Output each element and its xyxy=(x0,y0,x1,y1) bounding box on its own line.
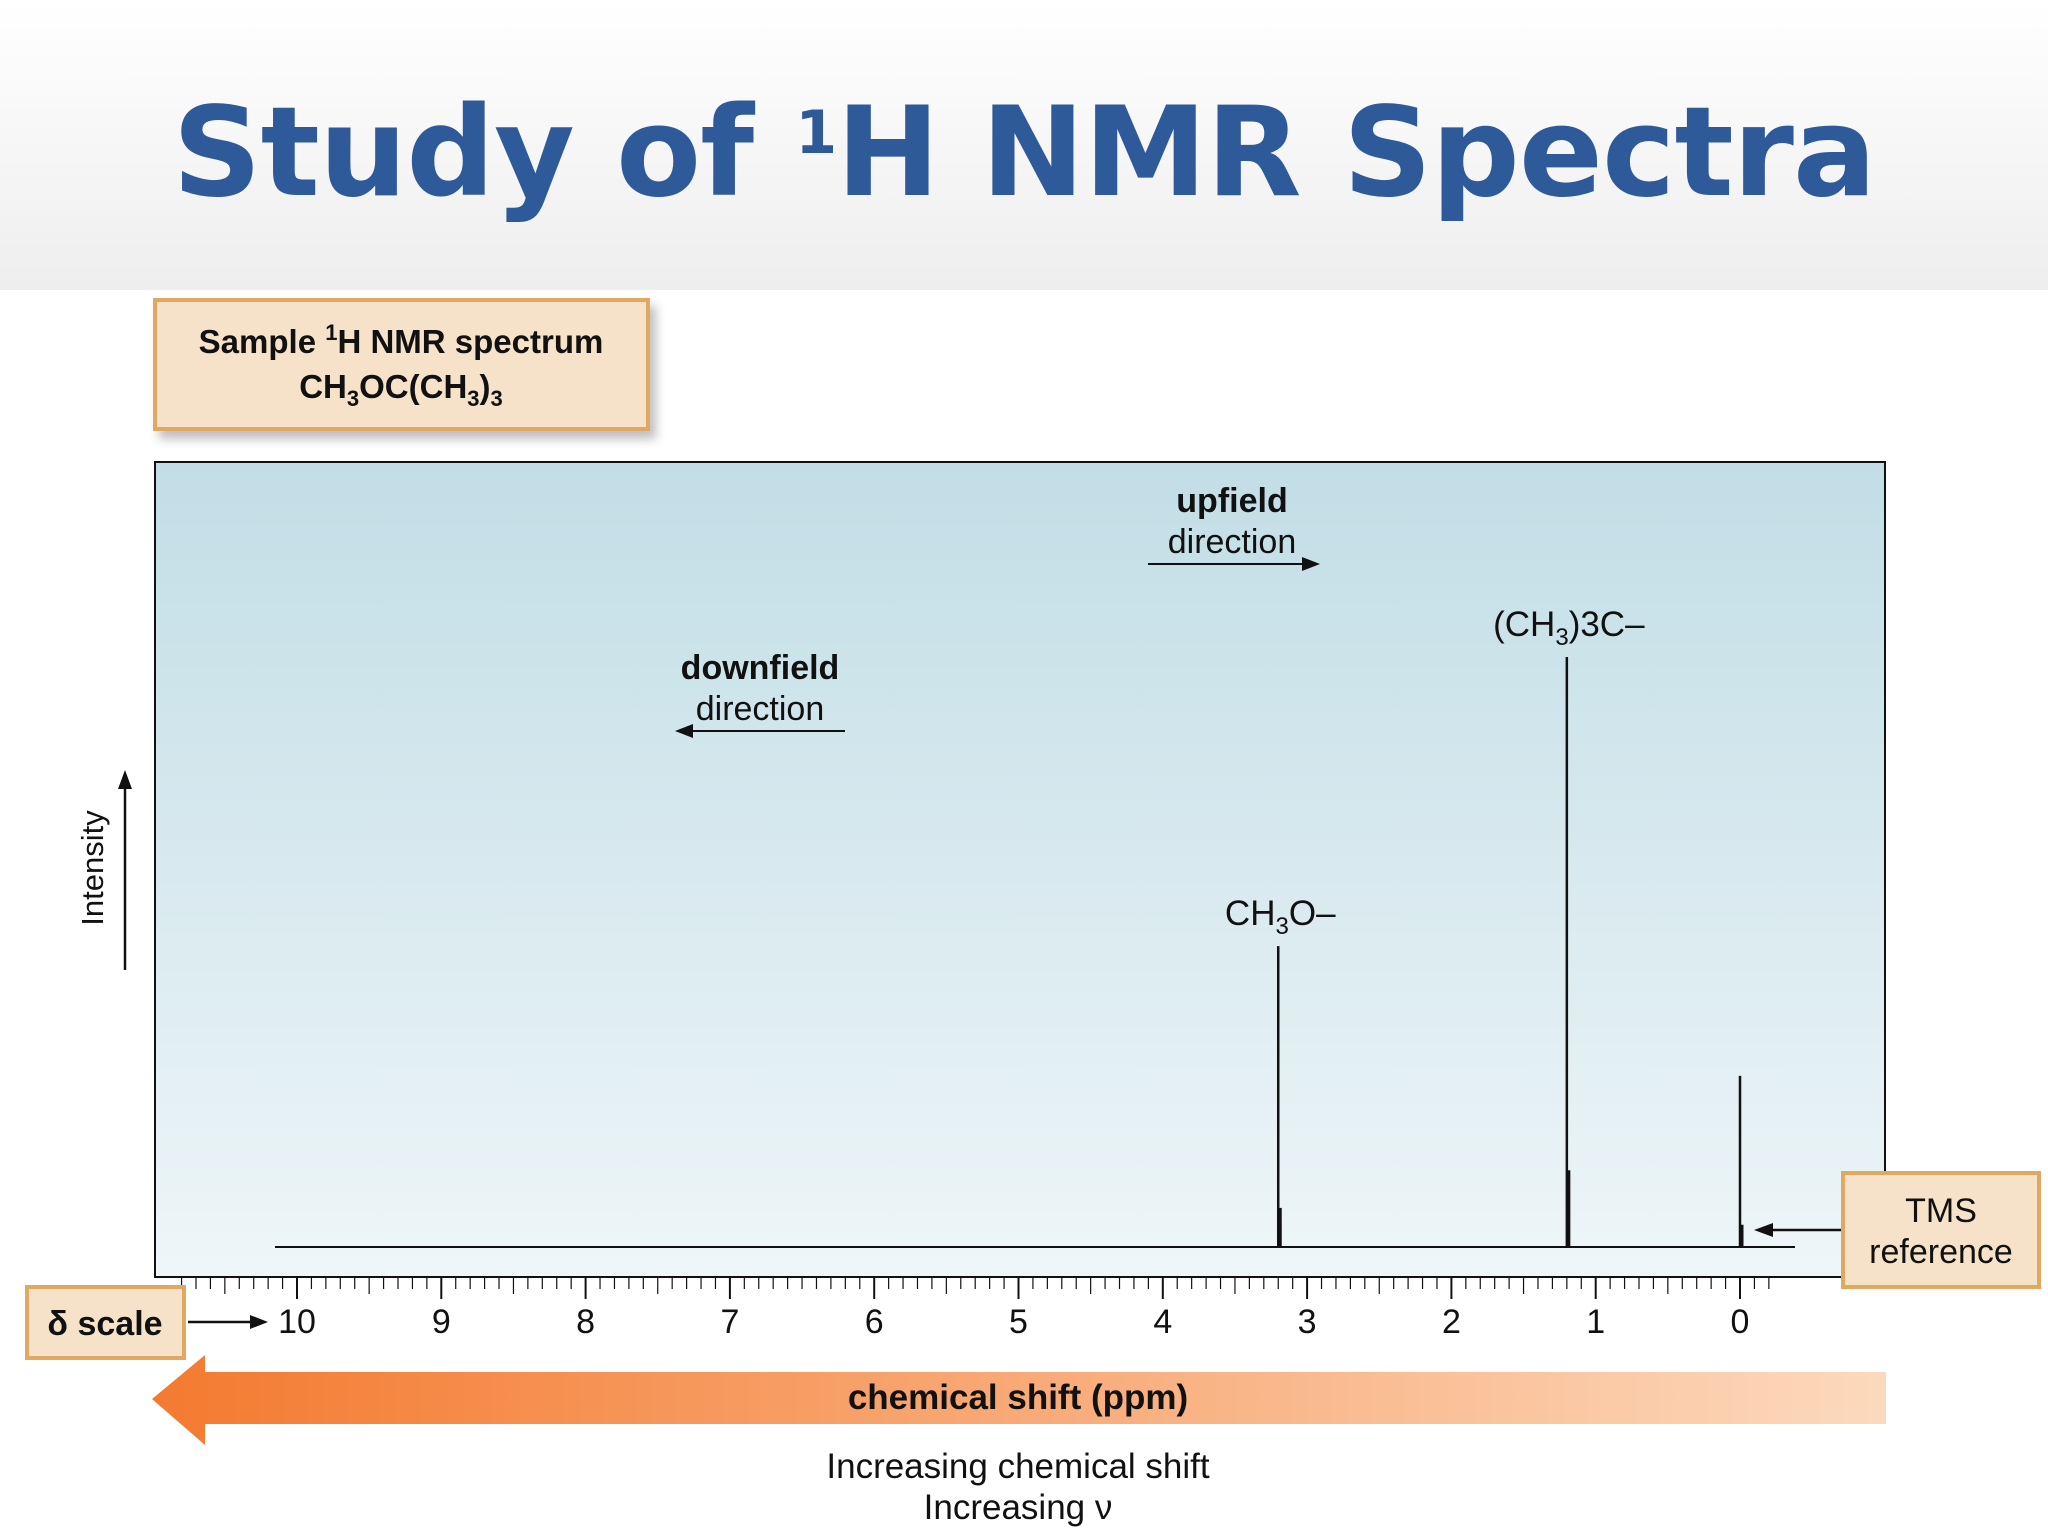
delta-scale-box: δ scale xyxy=(25,1285,268,1360)
slide-header xyxy=(0,0,2048,290)
delta-scale-arrowhead xyxy=(250,1315,268,1329)
x-tick-label: 5 xyxy=(1009,1303,1028,1341)
sample-box-formula: CH3OC(CH3)3 xyxy=(299,368,503,411)
x-tick-label: 7 xyxy=(720,1303,739,1341)
x-tick-label: 6 xyxy=(865,1303,884,1341)
x-tick-label: 1 xyxy=(1586,1303,1605,1341)
title-superscript: 1 xyxy=(795,98,837,168)
x-tick-label: 0 xyxy=(1731,1303,1750,1341)
title-main: Study of xyxy=(172,81,796,225)
tms-label: TMS xyxy=(1905,1192,1977,1230)
sample-box: Sample 1H NMR spectrum CH3OC(CH3)3 xyxy=(153,298,650,431)
chemical-shift-arrow-shape xyxy=(152,1355,1886,1445)
sample-box-line1: Sample 1H NMR spectrum xyxy=(199,320,604,360)
delta-scale-rect xyxy=(25,1285,186,1360)
downfield-arrowhead xyxy=(675,724,693,738)
downfield-direction-label: direction xyxy=(696,690,825,728)
title-rest: H NMR Spectra xyxy=(836,81,1877,225)
x-tick-label: 3 xyxy=(1298,1303,1317,1341)
peak-label: (CH3)3C– xyxy=(1493,605,1645,651)
x-axis: 10 9 8 7 6 5 4 3 2 1 0 xyxy=(180,1277,1770,1341)
upfield-direction-label: direction xyxy=(1168,523,1297,561)
tms-reference-box: TMS reference xyxy=(1754,1171,2041,1289)
x-tick-label: 2 xyxy=(1442,1303,1461,1341)
x-tick-label: 10 xyxy=(278,1303,316,1341)
y-axis-arrowhead xyxy=(118,770,132,789)
upfield-arrowhead xyxy=(1302,557,1320,571)
page-title: Study of 1H NMR Spectra xyxy=(0,78,2048,228)
delta-scale-label: δ scale xyxy=(47,1305,162,1343)
upfield-label: upfield xyxy=(1176,482,1287,520)
x-axis-label: chemical shift (ppm) xyxy=(848,1378,1188,1417)
footer-increasing-shift: Increasing chemical shift xyxy=(826,1447,1209,1486)
footer-increasing-frequency: Increasing ν xyxy=(924,1488,1113,1527)
tms-arrowhead xyxy=(1754,1223,1773,1237)
tms-reference-label: reference xyxy=(1869,1233,2013,1271)
tms-box xyxy=(1841,1171,2041,1289)
y-axis-label: Intensity xyxy=(75,810,110,926)
downfield-label: downfield xyxy=(681,649,840,687)
x-tick-label: 8 xyxy=(576,1303,595,1341)
x-tick-label: 4 xyxy=(1153,1303,1172,1341)
spectrum-peaks: CH3O– (CH3)3C– xyxy=(1225,605,1744,1247)
plot-area xyxy=(154,461,1886,1278)
chemical-shift-arrow: chemical shift (ppm) xyxy=(152,1355,1886,1445)
x-tick-label: 9 xyxy=(432,1303,451,1341)
peak-label: CH3O– xyxy=(1225,894,1336,940)
